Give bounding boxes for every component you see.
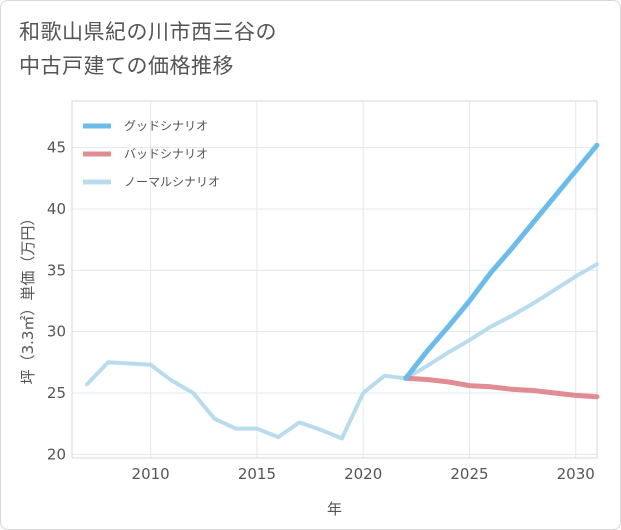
- x-tick-label: 2020: [344, 465, 382, 483]
- y-tick-label: 30: [47, 323, 66, 341]
- chart-title-line-2: 中古戸建ての価格推移: [19, 54, 234, 78]
- x-axis-label: 年: [327, 500, 342, 518]
- chart-title: 和歌山県紀の川市西三谷の 中古戸建ての価格推移: [19, 15, 277, 83]
- x-tick-label: 2025: [450, 465, 488, 483]
- y-axis-label: 坪（3.3㎡）単価（万円）: [19, 211, 37, 385]
- x-axis-ticks: 2010 2015 2020 2025 2030: [132, 465, 595, 483]
- chart-title-line-1: 和歌山県紀の川市西三谷の: [19, 20, 277, 44]
- series-line-2: [84, 262, 599, 441]
- grid-lines: [72, 101, 597, 458]
- plot-area: [71, 100, 598, 459]
- y-axis-ticks: 20 25 30 35 40 45: [47, 139, 66, 464]
- y-tick-label: 20: [47, 445, 66, 463]
- x-tick-label: 2015: [238, 465, 276, 483]
- legend-label: グッドシナリオ: [124, 119, 208, 133]
- series-line-1: [403, 375, 600, 400]
- y-tick-label: 45: [47, 139, 66, 157]
- x-tick-label: 2010: [132, 465, 170, 483]
- legend-label: バッドシナリオ: [124, 147, 208, 161]
- legend-label: ノーマルシナリオ: [124, 175, 220, 189]
- y-tick-label: 25: [47, 384, 66, 402]
- x-tick-label: 2030: [557, 465, 595, 483]
- series-layer: [84, 142, 600, 441]
- y-tick-label: 35: [47, 261, 66, 279]
- series-line-0: [403, 142, 600, 381]
- y-tick-label: 40: [47, 200, 66, 218]
